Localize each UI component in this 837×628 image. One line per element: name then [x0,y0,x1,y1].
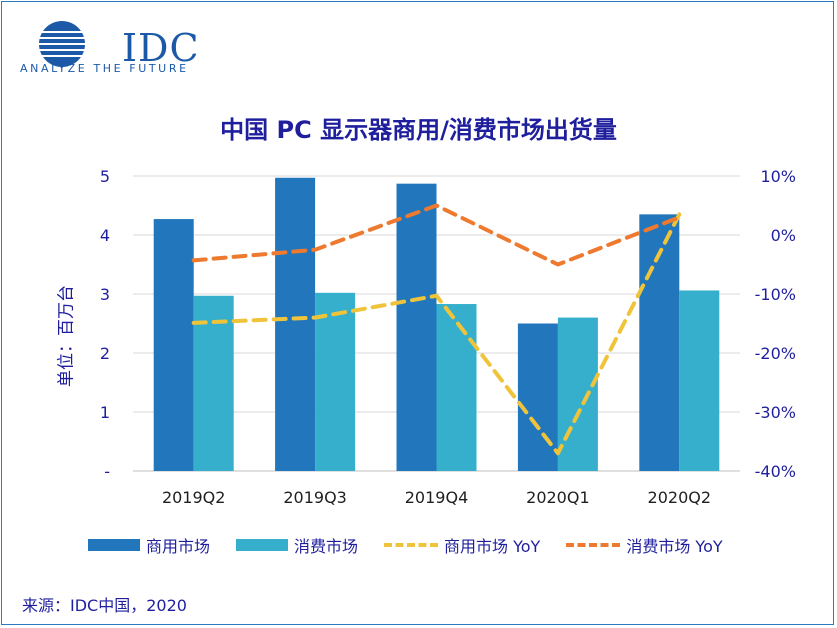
y-tick-label: - [104,462,110,481]
y2-tick-label: -10% [755,285,796,304]
x-tick-label: 2019Q4 [405,488,469,507]
logo-tagline: ANALYZE THE FUTURE [20,62,189,75]
y2-tick-label: 10% [760,167,796,186]
legend-label-consumer-yoy: 消费市场 YoY [626,537,723,556]
legend-item-consumer: 消费市场 [236,533,358,557]
bar-commercial [275,177,316,471]
y-tick-label: 2 [100,344,110,363]
bar-consumer [315,292,356,471]
y-tick-label: 5 [100,167,110,186]
legend: 商用市场 消费市场 商用市场 YoY 消费市场 YoY [88,533,749,557]
x-tick-label: 2019Q3 [283,488,347,507]
legend-swatch-commercial [88,539,140,551]
legend-label-commercial-yoy: 商用市场 YoY [444,537,541,556]
bar-consumer [557,317,598,471]
globe-icon [36,21,88,67]
y2-tick-label: -20% [755,344,796,363]
y2-tick-label: 0% [771,226,796,245]
bar-consumer [679,290,720,471]
bar-consumer [193,295,234,471]
bar-commercial [153,219,194,471]
legend-item-commercial: 商用市场 [88,533,210,557]
y-tick-label: 3 [100,285,110,304]
legend-label-commercial: 商用市场 [146,537,211,556]
y2-tick-label: -30% [755,403,796,422]
bar-commercial [517,323,558,471]
y-tick-label: 4 [100,226,110,245]
legend-swatch-consumer [236,539,289,551]
legend-item-commercial-yoy: 商用市场 YoY [384,533,540,557]
legend-item-consumer-yoy: 消费市场 YoY [566,533,723,557]
bar-consumer [436,304,477,471]
idc-logo: IDC [22,14,202,78]
legend-swatch-consumer-yoy [566,543,621,547]
bar-commercial [396,183,437,472]
y2-tick-label: -40% [755,462,796,481]
y-tick-label: 1 [100,403,110,422]
legend-swatch-commercial-yoy [384,543,439,547]
x-tick-label: 2019Q2 [162,488,226,507]
line-consumer-yoy [191,203,682,267]
chart-title: 中国 PC 显示器商用/消费市场出货量 [220,116,617,144]
source-note: 来源：IDC中国，2020 [22,596,187,615]
logo-wordmark: IDC [122,26,200,70]
x-tick-label: 2020Q1 [526,488,590,507]
x-tick-label: 2020Q2 [648,488,712,507]
legend-label-consumer: 消费市场 [294,537,359,556]
line-commercial-yoy [191,212,682,456]
